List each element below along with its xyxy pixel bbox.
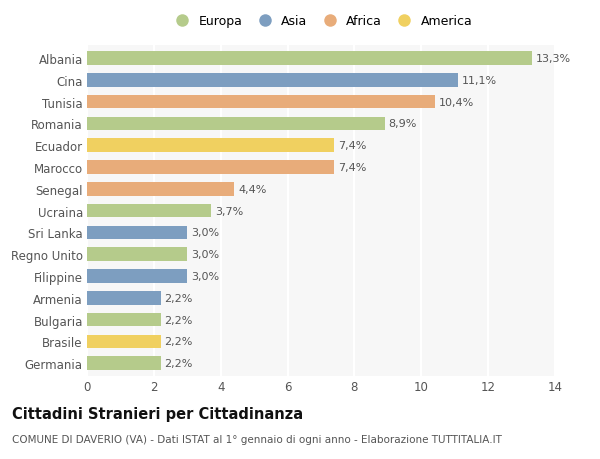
Bar (87, 118, 385, 131)
Text: 3,7%: 3,7% (215, 206, 243, 216)
Text: 2,2%: 2,2% (164, 315, 193, 325)
Text: 7,4%: 7,4% (338, 162, 367, 173)
Legend: Europa, Asia, Africa, America: Europa, Asia, Africa, America (164, 10, 478, 33)
Bar (87, 226, 187, 240)
Bar (87, 161, 334, 174)
Text: 7,4%: 7,4% (338, 141, 367, 151)
Bar (87, 291, 161, 305)
Bar (87, 357, 161, 370)
Text: 2,2%: 2,2% (164, 293, 193, 303)
Bar (87, 95, 434, 109)
Bar (87, 335, 161, 348)
Text: 13,3%: 13,3% (536, 54, 571, 64)
Text: 10,4%: 10,4% (439, 97, 474, 107)
Text: 3,0%: 3,0% (191, 250, 220, 260)
Text: 2,2%: 2,2% (164, 336, 193, 347)
Bar (87, 269, 187, 283)
Text: COMUNE DI DAVERIO (VA) - Dati ISTAT al 1° gennaio di ogni anno - Elaborazione TU: COMUNE DI DAVERIO (VA) - Dati ISTAT al 1… (12, 434, 502, 444)
Text: 4,4%: 4,4% (238, 185, 266, 195)
Text: 11,1%: 11,1% (462, 76, 497, 86)
Text: 2,2%: 2,2% (164, 358, 193, 368)
Bar (87, 204, 211, 218)
Bar (87, 313, 161, 327)
Text: Cittadini Stranieri per Cittadinanza: Cittadini Stranieri per Cittadinanza (12, 406, 303, 421)
Bar (87, 52, 532, 66)
Bar (87, 248, 187, 261)
Bar (87, 74, 458, 87)
Bar (87, 183, 234, 196)
Text: 3,0%: 3,0% (191, 271, 220, 281)
Text: 8,9%: 8,9% (389, 119, 417, 129)
Text: 3,0%: 3,0% (191, 228, 220, 238)
Bar (87, 139, 334, 153)
